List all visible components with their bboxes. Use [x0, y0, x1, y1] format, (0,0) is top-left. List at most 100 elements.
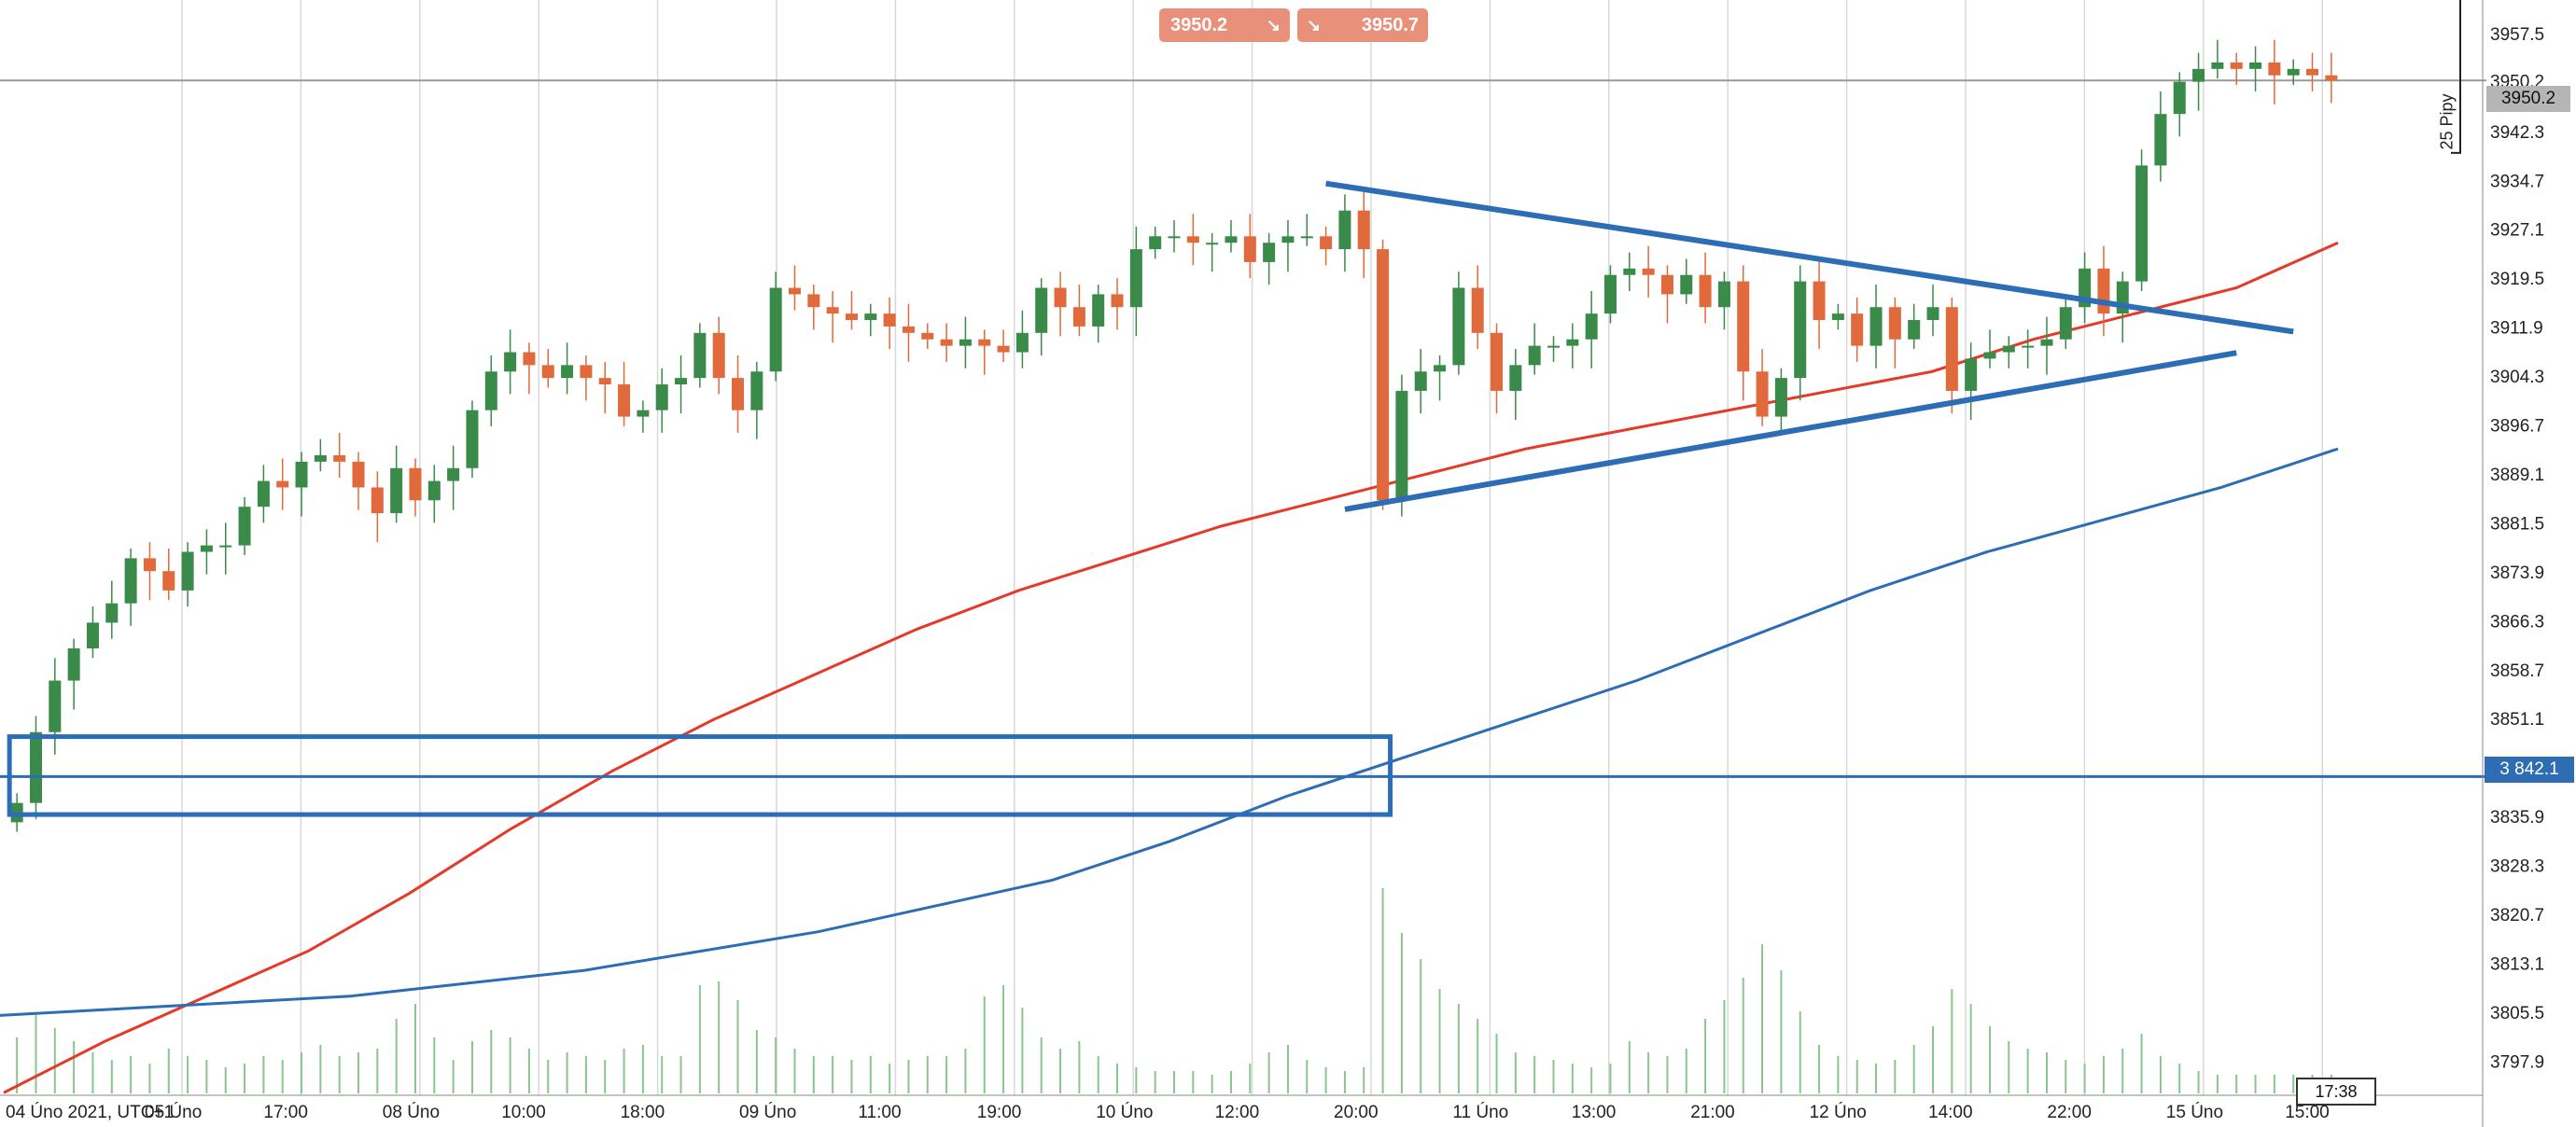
- candle-body: [523, 352, 536, 366]
- candle-body: [86, 622, 99, 649]
- candle-body: [1300, 236, 1313, 239]
- y-tick-label: 3881.5: [2490, 514, 2544, 534]
- candle-body: [1603, 274, 1617, 314]
- candle-body: [162, 571, 175, 591]
- candle-body: [238, 507, 251, 546]
- candle-body: [2097, 268, 2110, 314]
- candlesticks: [10, 39, 2338, 832]
- y-tick-label: 3957.5: [2490, 25, 2544, 45]
- sell-price-button[interactable]: 3950.2 ↘: [1159, 8, 1290, 42]
- y-tick-label: 3934.7: [2490, 172, 2544, 191]
- arrow-down-right-icon: ↘: [1266, 15, 1281, 35]
- x-tick-label: 12:00: [1215, 1103, 1260, 1122]
- candle-body: [1015, 332, 1029, 353]
- candle-body: [1129, 249, 1142, 308]
- candle-body: [769, 287, 782, 372]
- candle-body: [2325, 75, 2338, 81]
- candle-body: [959, 339, 972, 346]
- candle-body: [1774, 378, 1787, 417]
- candle-body: [1888, 307, 1901, 340]
- candle-body: [484, 371, 497, 410]
- candle-body: [598, 378, 611, 385]
- x-tick-label: 04 Úno 2021, UTC+1: [6, 1102, 174, 1122]
- candle-body: [2173, 81, 2186, 115]
- x-tick-label: 19:00: [977, 1103, 1022, 1122]
- x-tick-label: 12 Úno: [1810, 1102, 1867, 1122]
- y-tick-label: 3828.3: [2490, 857, 2544, 877]
- candle-body: [883, 313, 896, 327]
- candle-body: [105, 603, 119, 623]
- candle-body: [219, 545, 232, 548]
- y-tick-label: 3904.3: [2490, 368, 2544, 387]
- candle-body: [352, 461, 365, 488]
- candle-body: [143, 558, 156, 572]
- cursor-time-label: 17:38: [2296, 1078, 2376, 1106]
- candle-body: [978, 339, 991, 346]
- y-tick-label: 3805.5: [2490, 1004, 2544, 1023]
- candle-body: [1813, 281, 1826, 321]
- candle-body: [295, 461, 308, 488]
- pips-measure-bracket: [2451, 0, 2461, 154]
- candle-body: [1452, 287, 1465, 366]
- x-tick-label: 15 Úno: [2166, 1102, 2223, 1122]
- candle-body: [1585, 313, 1598, 340]
- pips-measure-label: 25 Pipy: [2432, 56, 2462, 187]
- candle-body: [693, 332, 707, 379]
- x-tick-label: 10:00: [501, 1103, 546, 1122]
- x-tick-label: 13:00: [1572, 1103, 1617, 1122]
- candle-body: [1983, 352, 1996, 359]
- x-tick-label: 14:00: [1928, 1103, 1973, 1122]
- candle-body: [2287, 68, 2300, 76]
- volume-bars: [16, 888, 2332, 1093]
- candle-body: [1908, 320, 1921, 340]
- candle-body: [2002, 345, 2015, 353]
- y-tick-label: 3942.3: [2490, 123, 2544, 143]
- candle-body: [637, 410, 650, 417]
- y-tick-label: 3911.9: [2490, 319, 2543, 339]
- triangle-trendline: [1325, 180, 2294, 335]
- candle-body: [1338, 210, 1351, 250]
- candle-body: [1794, 281, 1807, 379]
- x-tick-label: 17:00: [263, 1103, 308, 1122]
- candle-body: [1168, 236, 1181, 239]
- candle-body: [997, 345, 1010, 353]
- candle-body: [2230, 62, 2243, 69]
- arrow-down-right-icon: ↘: [1307, 15, 1322, 35]
- candle-body: [1434, 365, 1447, 372]
- y-tick-label: 3889.1: [2490, 466, 2544, 485]
- y-tick-label: 3813.1: [2490, 955, 2544, 975]
- candle-body: [618, 384, 631, 417]
- ma-blue-line: [0, 447, 2339, 1017]
- candle-body: [409, 467, 422, 501]
- candle-body: [1717, 281, 1730, 308]
- candle-body: [1263, 243, 1276, 262]
- candle-body: [1054, 287, 1067, 308]
- candle-body: [1471, 287, 1484, 333]
- candle-body: [1566, 339, 1579, 346]
- candle-body: [826, 307, 839, 314]
- drawing-annotations[interactable]: [0, 180, 2485, 817]
- grid-lines: [0, 0, 2486, 1095]
- candle-body: [2135, 165, 2149, 282]
- x-tick-label: 11 Úno: [1452, 1102, 1508, 1122]
- candle-body: [1243, 236, 1256, 262]
- candle-body: [807, 294, 820, 308]
- x-tick-label: 15:00: [2285, 1103, 2330, 1122]
- y-tick-label: 3927.1: [2490, 221, 2544, 241]
- pips-measure-text: 25 Pipy: [2437, 92, 2457, 150]
- candle-body: [1869, 307, 1883, 346]
- buy-price-value: 3950.7: [1361, 14, 1419, 35]
- candle-body: [655, 384, 668, 410]
- candle-body: [1642, 268, 1655, 275]
- y-tick-label: 3820.7: [2490, 906, 2544, 925]
- candle-body: [1547, 345, 1561, 348]
- x-tick-label: 10 Úno: [1096, 1102, 1153, 1122]
- candle-body: [2268, 62, 2281, 76]
- candle-body: [124, 558, 137, 604]
- candle-body: [2211, 62, 2224, 69]
- buy-price-button[interactable]: ↘ 3950.7: [1297, 8, 1428, 42]
- candle-body: [1281, 236, 1295, 243]
- x-tick-label: 11:00: [858, 1103, 901, 1122]
- horizontal-level-label: 3 842.1: [2485, 757, 2574, 783]
